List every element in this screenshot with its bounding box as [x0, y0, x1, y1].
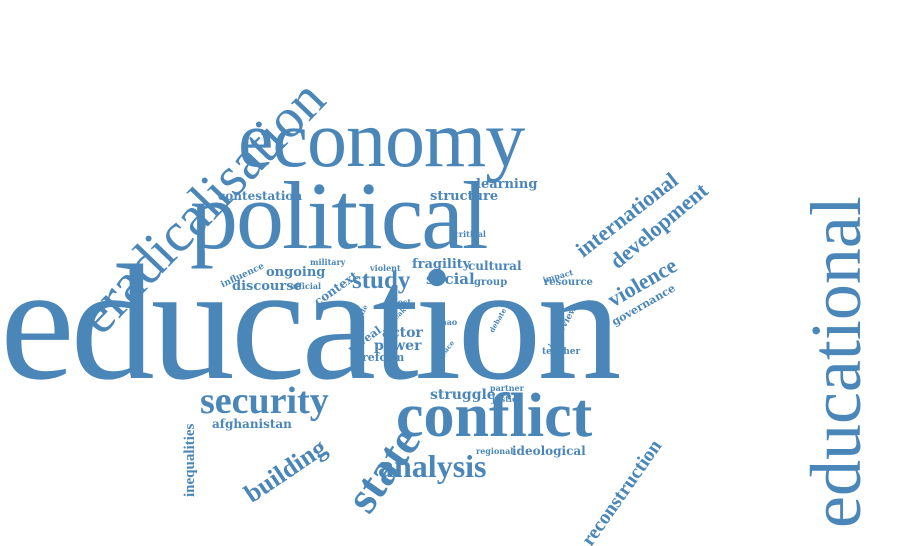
word-regional: regional	[476, 446, 514, 456]
word-ideological: ideological	[512, 444, 586, 458]
word-reform: reform	[362, 351, 405, 364]
word-conflict: conflict	[396, 382, 593, 450]
word-inequalities: inequalities	[182, 423, 198, 497]
word-resource: resource	[544, 277, 593, 288]
word-fragility: fragility	[412, 257, 471, 272]
word-official: official	[290, 281, 322, 291]
word-post: post	[392, 297, 412, 307]
word-social: social	[426, 270, 475, 288]
word-educational: educational	[796, 196, 876, 528]
word-discourse: discourse	[232, 279, 302, 294]
word-struggle: struggle	[430, 387, 496, 403]
word-partner: partner	[490, 383, 524, 393]
word-military: military	[310, 257, 346, 267]
word-teacher: teacher	[542, 347, 581, 357]
word-violent: violent	[370, 263, 401, 273]
word-political: political	[190, 162, 489, 269]
word-learning: learning	[476, 177, 538, 192]
word-ongoing: ongoing	[266, 265, 326, 280]
word-study: study	[352, 267, 411, 294]
word-critical: critical	[454, 229, 486, 239]
word-contestation: contestation	[218, 189, 303, 203]
word-afghanistan: afghanistan	[212, 417, 292, 431]
word-structure: structure	[430, 189, 499, 204]
word-economy: economy	[238, 96, 525, 184]
word-building: building	[238, 432, 332, 509]
word-analysis: analysis	[378, 448, 487, 484]
word-chao: chao	[436, 317, 458, 327]
word-cultural: cultural	[468, 259, 522, 273]
word-actor: actor	[382, 325, 423, 341]
word-power: power	[374, 338, 422, 354]
word-group: group	[474, 277, 508, 288]
word-justice: justice	[492, 394, 522, 404]
word-education: education	[0, 231, 622, 414]
word-reconstruction: reconstruction	[577, 435, 667, 546]
word-security: security	[200, 380, 329, 422]
